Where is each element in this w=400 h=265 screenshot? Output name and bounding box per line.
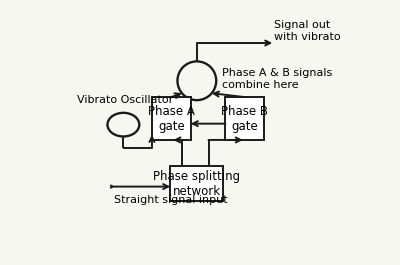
Text: Phase A
gate: Phase A gate bbox=[148, 104, 195, 132]
Text: Phase splitting
network: Phase splitting network bbox=[153, 170, 240, 198]
Text: Straight signal input: Straight signal input bbox=[114, 195, 228, 205]
Text: Phase A & B signals
combine here: Phase A & B signals combine here bbox=[222, 68, 332, 90]
Bar bbox=[226, 97, 264, 140]
Bar bbox=[170, 166, 223, 201]
Text: Signal out
with vibrato: Signal out with vibrato bbox=[274, 20, 341, 42]
Bar bbox=[152, 97, 191, 140]
Text: Phase B
gate: Phase B gate bbox=[221, 104, 268, 132]
Text: Vibrato Oscillator: Vibrato Oscillator bbox=[77, 95, 174, 105]
